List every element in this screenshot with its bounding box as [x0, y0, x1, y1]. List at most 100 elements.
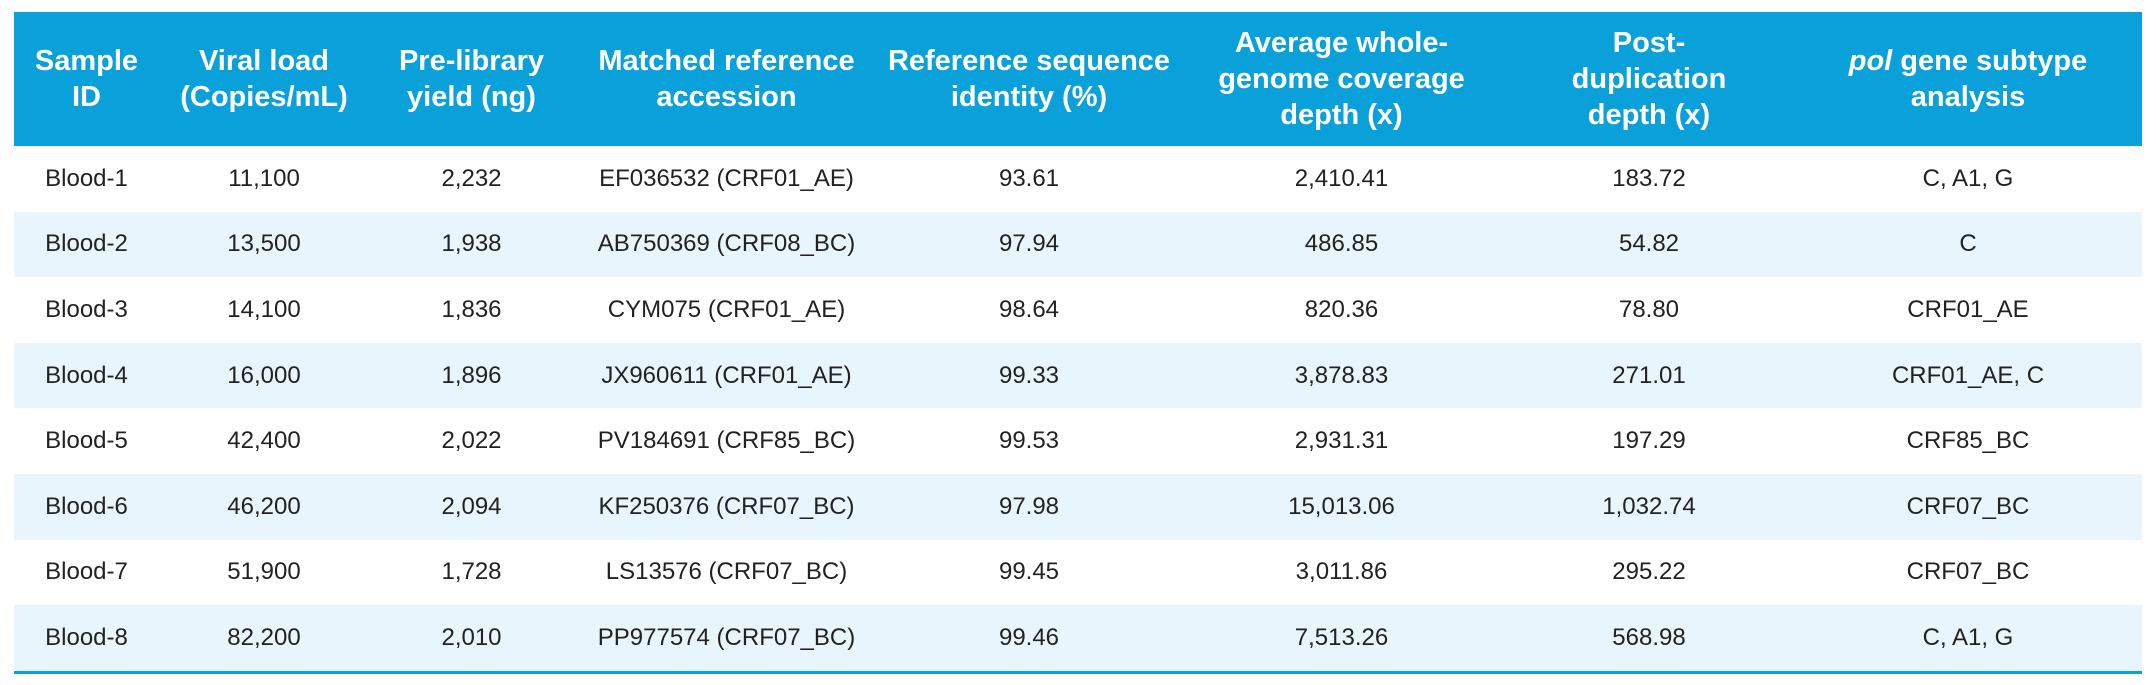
cell-reference-identity: 99.33 — [879, 342, 1179, 409]
cell-coverage-depth: 820.36 — [1304, 295, 1379, 323]
cell-sample-id: Blood-2 — [14, 211, 159, 278]
cell-sample-id: Blood-3 — [45, 295, 128, 323]
cell-matched-reference: JX960611 (CRF01_AE) — [574, 342, 879, 409]
cell-coverage-depth: 2,410.41 — [1294, 164, 1389, 192]
table-row: Blood-1 11,100 2,232 EF036532 (CRF01_AE) 93.… — [14, 146, 2142, 212]
col-header-viral-load: Viral load (Copies/mL) — [159, 12, 369, 146]
pol-italic: pol — [1848, 45, 1893, 77]
header-row: Sample ID Viral load (Copies/mL) Pre-lib… — [14, 12, 2142, 146]
col-header-pol-subtype: pol gene subtype analysis — [1794, 12, 2142, 146]
col-header-coverage-depth: Average whole- genome coverage depth (x) — [1179, 12, 1504, 146]
cell-coverage-depth: 2,931.31 — [1294, 427, 1389, 455]
cell-post-duplication-depth: 295.22 — [1612, 558, 1686, 586]
cell-matched-reference: PP977574 (CRF07_BC) — [574, 605, 879, 674]
header-line: depth (x) — [1280, 99, 1403, 131]
col-header-post-duplication-depth: Post- duplication depth (x) — [1504, 12, 1794, 146]
header-line-rest: gene subtype — [1892, 45, 2088, 77]
cell-matched-reference: PV184691 (CRF85_BC) — [597, 427, 856, 455]
cell-viral-load: 11,100 — [228, 164, 300, 192]
cell-post-duplication-depth: 568.98 — [1504, 605, 1794, 674]
cell-sample-id: Blood-7 — [45, 558, 128, 586]
cell-pre-library-yield: 1,938 — [369, 211, 574, 278]
cell-viral-load: 51,900 — [227, 558, 301, 586]
header-line: Average whole- — [1234, 27, 1449, 59]
data-table: Sample ID Viral load (Copies/mL) Pre-lib… — [14, 12, 2142, 674]
cell-matched-reference: LS13576 (CRF07_BC) — [605, 558, 848, 586]
header-line: yield (ng) — [407, 81, 536, 113]
cell-reference-identity: 99.46 — [879, 605, 1179, 674]
cell-viral-load: 13,500 — [159, 211, 369, 278]
header-line: identity (%) — [950, 81, 1108, 113]
cell-pre-library-yield: 2,010 — [369, 605, 574, 674]
cell-reference-identity: 97.94 — [879, 211, 1179, 278]
cell-coverage-depth: 15,013.06 — [1179, 473, 1504, 540]
cell-viral-load: 46,200 — [159, 473, 369, 540]
table-row: Blood-5 42,400 2,022 PV184691 (CRF85_BC) 99.… — [14, 408, 2142, 474]
cell-pol-subtype: CRF85_BC — [1906, 427, 2030, 455]
cell-post-duplication-depth: 54.82 — [1504, 211, 1794, 278]
header-line: Sample — [34, 45, 139, 77]
cell-pre-library-yield: 1,836 — [441, 295, 502, 323]
table-body: Blood-1 11,100 2,232 EF036532 (CRF01_AE) 93.… — [14, 146, 2142, 674]
table-container: Sample ID Viral load (Copies/mL) Pre-lib… — [14, 12, 2142, 674]
cell-coverage-depth: 3,011.86 — [1295, 558, 1388, 586]
cell-pre-library-yield: 2,094 — [369, 473, 574, 540]
cell-sample-id: Blood-4 — [14, 342, 159, 409]
cell-pol-subtype: CRF07_BC — [1906, 558, 2030, 586]
cell-reference-identity: 97.98 — [879, 473, 1179, 540]
cell-sample-id: Blood-6 — [14, 473, 159, 540]
cell-sample-id: Blood-1 — [45, 164, 128, 192]
cell-post-duplication-depth: 197.29 — [1612, 427, 1686, 455]
header-line: accession — [656, 81, 797, 113]
cell-pre-library-yield: 1,728 — [441, 558, 502, 586]
cell-reference-identity: 99.53 — [998, 427, 1060, 455]
table-row: Blood-8 82,200 2,010 PP977574 (CRF07_BC) 99.… — [14, 605, 2142, 674]
cell-reference-identity: 98.64 — [998, 295, 1060, 323]
cell-pol-subtype: CRF07_BC — [1794, 473, 2142, 540]
cell-sample-id: Blood-8 — [14, 605, 159, 674]
header-line: genome coverage — [1218, 63, 1465, 95]
cell-matched-reference: AB750369 (CRF08_BC) — [574, 211, 879, 278]
header-line: depth (x) — [1587, 99, 1711, 131]
cell-pre-library-yield: 2,022 — [441, 427, 502, 455]
header-line: Post- — [1612, 27, 1686, 59]
cell-pol-subtype: C, A1, G — [1794, 605, 2142, 674]
cell-coverage-depth: 3,878.83 — [1179, 342, 1504, 409]
header-line: ID — [72, 81, 101, 113]
cell-reference-identity: 93.61 — [998, 164, 1060, 192]
cell-viral-load: 42,400 — [227, 427, 301, 455]
cell-matched-reference: CYM075 (CRF01_AE) — [607, 295, 846, 323]
cell-pol-subtype: CRF01_AE — [1907, 295, 2029, 323]
cell-reference-identity: 99.45 — [998, 558, 1060, 586]
cell-sample-id: Blood-5 — [45, 427, 128, 455]
cell-coverage-depth: 7,513.26 — [1179, 605, 1504, 674]
cell-post-duplication-depth: 78.80 — [1618, 295, 1680, 323]
table-row: Blood-7 51,900 1,728 LS13576 (CRF07_BC) 99.4… — [14, 540, 2142, 606]
header-line: Reference sequence — [887, 45, 1171, 77]
header-line: (Copies/mL) — [180, 81, 348, 113]
cell-pol-subtype: CRF01_AE, C — [1794, 342, 2142, 409]
header-line: Viral load — [198, 45, 330, 77]
cell-pol-subtype: C — [1794, 211, 2142, 278]
cell-viral-load: 16,000 — [159, 342, 369, 409]
cell-pre-library-yield: 2,232 — [441, 164, 502, 192]
header-line: analysis — [1910, 81, 2026, 113]
cell-pol-subtype: C, A1, G — [1922, 164, 2014, 192]
cell-matched-reference: EF036532 (CRF01_AE) — [599, 164, 854, 192]
col-header-sample-id: Sample ID — [14, 12, 159, 146]
cell-post-duplication-depth: 1,032.74 — [1504, 473, 1794, 540]
cell-post-duplication-depth: 271.01 — [1504, 342, 1794, 409]
header-line: Pre-library — [398, 45, 545, 77]
col-header-matched-reference: Matched reference accession — [574, 12, 879, 146]
table-row: Blood-4 16,000 1,896 JX960611 (CRF01_AE) 99.… — [14, 342, 2142, 409]
cell-post-duplication-depth: 183.72 — [1612, 164, 1686, 192]
cell-viral-load: 14,100 — [227, 295, 301, 323]
cell-pre-library-yield: 1,896 — [369, 342, 574, 409]
header-line: duplication — [1571, 63, 1727, 95]
col-header-pre-library-yield: Pre-library yield (ng) — [369, 12, 574, 146]
col-header-reference-identity: Reference sequence identity (%) — [879, 12, 1179, 146]
cell-viral-load: 82,200 — [159, 605, 369, 674]
table-row: Blood-6 46,200 2,094 KF250376 (CRF07_BC) 97.… — [14, 473, 2142, 540]
header-line: Matched reference — [598, 45, 855, 77]
header-line: pol gene subtype — [1800, 43, 2136, 79]
